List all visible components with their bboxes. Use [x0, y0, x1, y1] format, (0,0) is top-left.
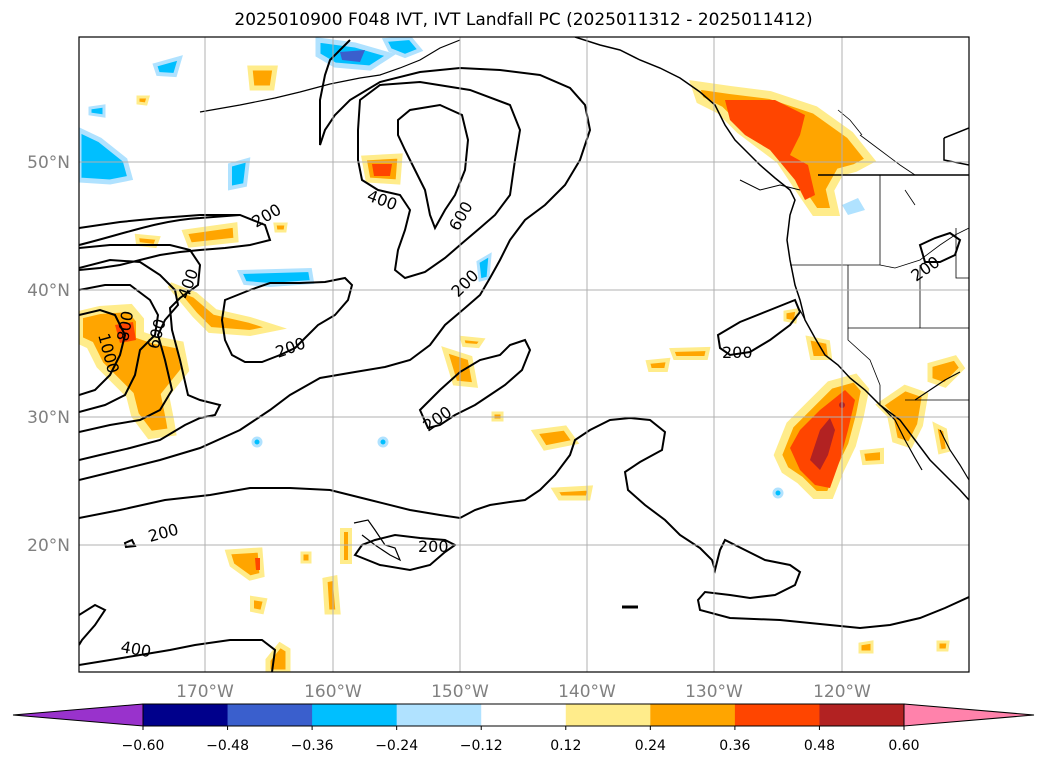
coastlines — [199, 37, 969, 609]
colorbar: −0.60 −0.48 −0.36 −0.24 −0.12 0.12 0.24 0.36 0.4… — [12, 703, 1035, 754]
colorbar-segment — [396, 704, 482, 726]
ivt-contours — [79, 39, 969, 672]
contour-label: 200 — [447, 266, 482, 301]
colorbar-segment — [650, 704, 736, 726]
lon-label: 150°W — [431, 682, 489, 702]
colorbar-segment — [143, 704, 229, 726]
contour-label: 200 — [722, 343, 753, 362]
lon-tick-labels: 170°W 160°W 150°W 140°W 130°W 120°W — [176, 682, 871, 702]
lon-label: 170°W — [176, 682, 234, 702]
colorbar-tick-label: −0.60 — [122, 738, 165, 754]
lat-tick-labels: 50°N 40°N 30°N 20°N — [27, 153, 70, 556]
lon-label: 120°W — [813, 682, 871, 702]
colorbar-outline — [142, 703, 905, 727]
lat-label: 20°N — [27, 536, 70, 556]
map-title: 2025010900 F048 IVT, IVT Landfall PC (20… — [234, 10, 813, 30]
map-frame — [78, 36, 970, 673]
contour-label: 200 — [146, 520, 180, 546]
map-content — [79, 37, 969, 672]
colorbar-extend-left — [12, 703, 144, 727]
colorbar-tick-label: −0.48 — [206, 738, 249, 754]
colorbar-extend-right — [903, 703, 1035, 727]
lat-label: 50°N — [27, 153, 70, 173]
colorbar-segment — [312, 704, 398, 726]
colorbar-tick-label: −0.12 — [460, 738, 503, 754]
colorbar-tick-label: 0.24 — [635, 738, 666, 754]
colorbar-tick-label: 0.36 — [719, 738, 750, 754]
contour-label: 200 — [907, 252, 943, 285]
colorbar-segment — [819, 704, 905, 726]
lon-label: 140°W — [558, 682, 616, 702]
contour-label: 400 — [365, 186, 400, 214]
positive-shading — [79, 65, 966, 672]
colorbar-tick-label: 0.48 — [804, 738, 835, 754]
colorbar-segment — [481, 704, 567, 726]
colorbar-tick-label: 0.60 — [888, 738, 919, 754]
gridlines — [79, 37, 969, 672]
colorbar-segment — [565, 704, 651, 726]
contour-label: 200 — [418, 537, 449, 556]
lon-label: 130°W — [685, 682, 743, 702]
lon-label: 160°W — [304, 682, 362, 702]
colorbar-tick-label: −0.24 — [375, 738, 418, 754]
lat-label: 40°N — [27, 281, 70, 301]
contour-label: 200 — [273, 333, 308, 361]
colorbar-tick-label: −0.36 — [291, 738, 334, 754]
contour-label: 200 — [419, 402, 455, 435]
colorbar-segment — [227, 704, 313, 726]
colorbar-segment — [734, 704, 820, 726]
colorbar-tick-label: 0.12 — [550, 738, 581, 754]
lat-label: 30°N — [27, 408, 70, 428]
